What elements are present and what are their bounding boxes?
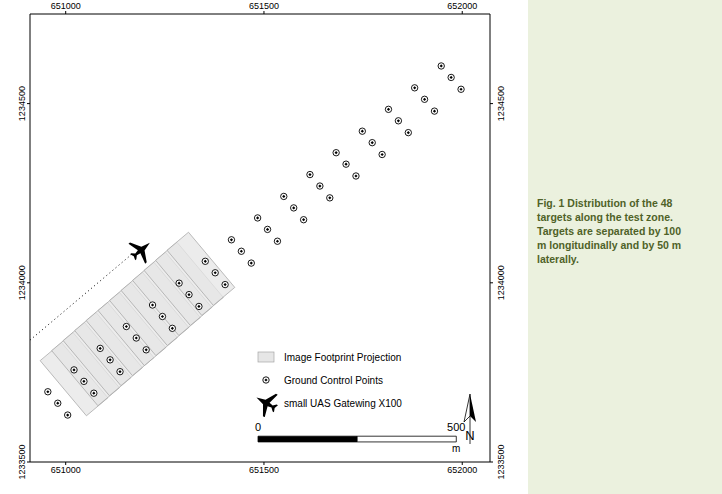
svg-text:500: 500 bbox=[447, 421, 465, 433]
svg-text:N: N bbox=[465, 428, 474, 443]
html-text:Fig. 1 Distribution of the 48: Fig. 1 Distribution of the 48 bbox=[537, 197, 673, 209]
html-text:laterally.: laterally. bbox=[537, 253, 579, 265]
svg-text:651500: 651500 bbox=[249, 465, 279, 475]
html-text:Targets are separated by 100: Targets are separated by 100 bbox=[537, 225, 681, 237]
svg-text:0: 0 bbox=[255, 421, 261, 433]
svg-text:m: m bbox=[452, 443, 460, 454]
svg-text:652000: 652000 bbox=[447, 1, 477, 11]
svg-text:Image Footprint Projection: Image Footprint Projection bbox=[284, 352, 401, 363]
svg-text:651000: 651000 bbox=[51, 465, 81, 475]
svg-text:Ground Control Points: Ground Control Points bbox=[284, 375, 383, 386]
svg-text:1233500: 1233500 bbox=[17, 444, 27, 479]
html-text:targets along the test zone.: targets along the test zone. bbox=[537, 211, 673, 223]
svg-text:651000: 651000 bbox=[51, 1, 81, 11]
svg-text:1233500: 1233500 bbox=[496, 444, 506, 479]
svg-text:1234000: 1234000 bbox=[496, 265, 506, 300]
svg-text:small UAS Gatewing X100: small UAS Gatewing X100 bbox=[284, 398, 402, 409]
svg-text:1234000: 1234000 bbox=[17, 265, 27, 300]
svg-text:1234500: 1234500 bbox=[17, 86, 27, 121]
svg-text:652000: 652000 bbox=[447, 465, 477, 475]
html-text:m longitudinally and by 50 m: m longitudinally and by 50 m bbox=[537, 239, 682, 251]
svg-text:651500: 651500 bbox=[249, 1, 279, 11]
svg-text:1234500: 1234500 bbox=[496, 86, 506, 121]
